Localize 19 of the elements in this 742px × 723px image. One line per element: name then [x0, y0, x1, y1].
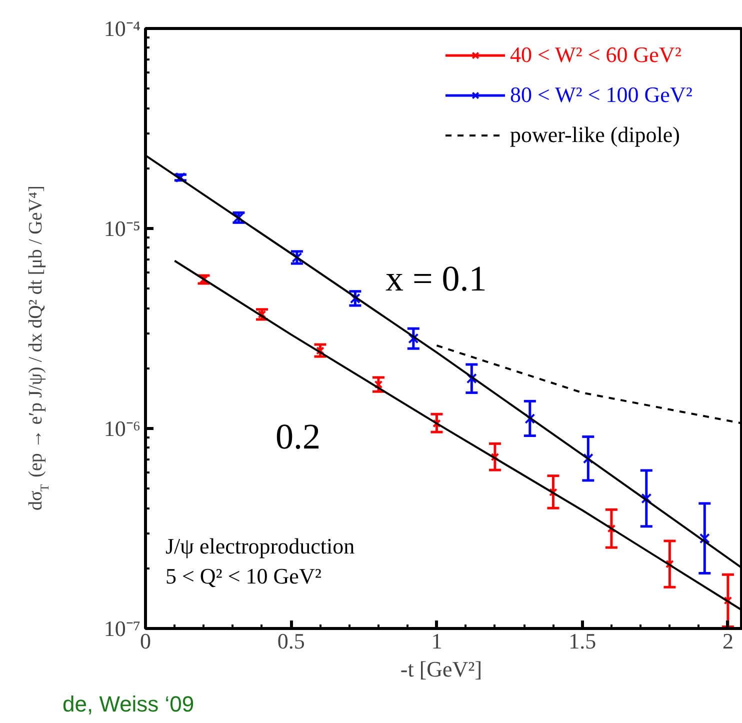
legend-label: 80 < W² < 100 GeV² — [510, 82, 692, 108]
y-tick-label: 10⁻⁶ — [104, 416, 140, 441]
x-tick-label: 2 — [722, 628, 734, 654]
y-tick-label: 10⁻⁷ — [104, 616, 140, 641]
annotation: J/ψ electroproduction — [166, 534, 355, 558]
x-tick-label: 1.5 — [568, 628, 596, 654]
annotation: 0.2 — [276, 416, 320, 456]
text: de, Weiss ‘09 — [62, 692, 194, 716]
annotation: 5 < Q² < 10 GeV² — [166, 564, 322, 588]
y-tick-label: 10⁻⁵ — [104, 216, 140, 241]
y-tick-label: 10⁻⁴ — [104, 16, 141, 41]
x-tick-label: 0.5 — [277, 628, 305, 654]
legend-label: power-like (dipole) — [510, 122, 680, 148]
legend-label: 40 < W² < 60 GeV² — [510, 42, 682, 68]
y-axis-title: dσT (ep → e′p J/ψ) / dx dQ² dt [μb / GeV⁴] — [26, 185, 52, 510]
x-tick-label: 1 — [431, 628, 442, 654]
annotation: x = 0.1 — [386, 258, 487, 298]
x-axis-title: -t [GeV²] — [400, 656, 482, 682]
x-tick-label: 0 — [140, 628, 151, 654]
